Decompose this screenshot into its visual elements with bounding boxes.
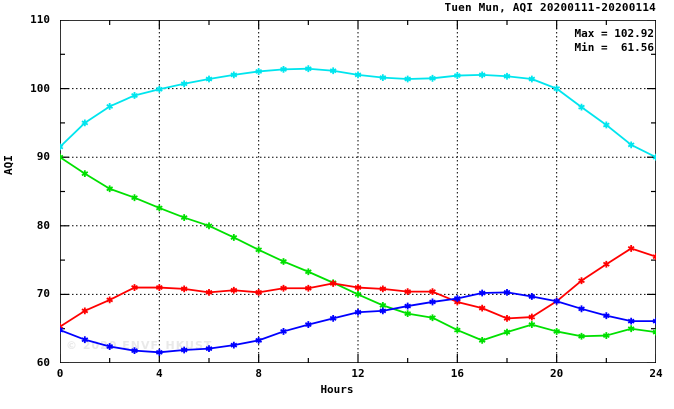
y-tick-label: 90 (36, 150, 50, 164)
x-tick-label: 0 (56, 367, 64, 380)
plot-area (60, 20, 656, 363)
chart-title: Tuen Mun, AQI 20200111-20200114 (444, 1, 656, 14)
x-tick-label: 24 (649, 367, 663, 380)
x-tick-label: 20 (550, 367, 564, 380)
x-tick-label: 12 (351, 367, 365, 380)
stats-annotation: Max = 102.92 Min = 61.56 (575, 27, 654, 55)
stats-max: Max = 102.92 (574, 27, 654, 40)
x-axis-title: Hours (320, 383, 354, 396)
y-tick-label: 100 (30, 81, 50, 95)
y-tick-label: 70 (36, 287, 50, 301)
y-tick-label: 60 (36, 356, 50, 369)
x-tick-label: 16 (450, 367, 464, 380)
y-tick-label: 110 (30, 13, 50, 26)
watermark: © 2020 ENVF_HKUST (66, 339, 213, 352)
x-tick-label: 8 (255, 367, 262, 380)
x-tick-label: 4 (156, 367, 163, 380)
stats-min: Min = 61.56 (574, 41, 654, 54)
plot-svg (60, 20, 656, 363)
y-tick-label: 80 (36, 218, 50, 232)
